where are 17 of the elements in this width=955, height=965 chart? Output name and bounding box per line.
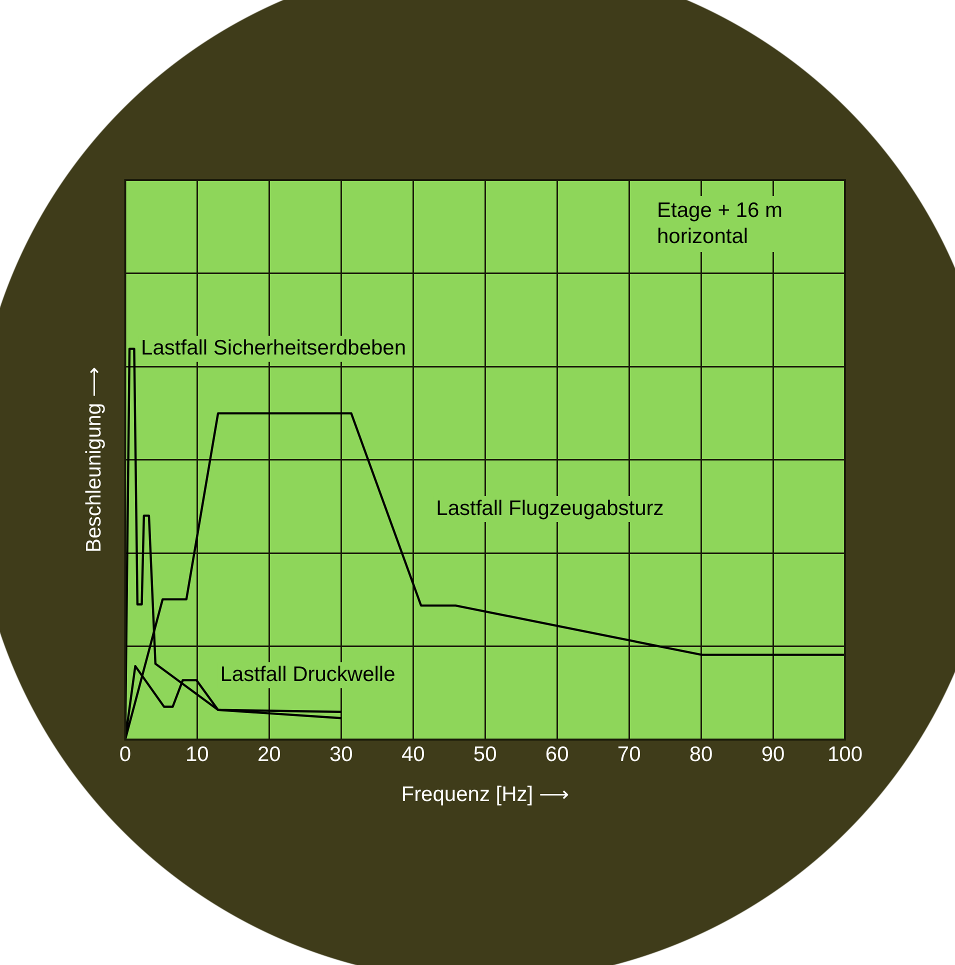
text: Lastfall Flugzeugabsturz [436,496,664,520]
x-tick-label: 100 [827,742,863,766]
text: Etage + 16 m horizontal [654,196,810,252]
x-tick-label: 50 [473,742,497,766]
x-tick-label: 0 [119,742,132,766]
x-tick-label: 90 [761,742,785,766]
x-tick-label: 80 [689,742,713,766]
y-axis-title: Beschleunigung ⟶ [82,367,106,552]
x-tick-label: 30 [329,742,353,766]
x-tick-label: 40 [401,742,425,766]
x-tick-label: 60 [545,742,569,766]
x-tick-label: 70 [617,742,641,766]
x-tick-label: 20 [257,742,281,766]
series-label: Lastfall Druckwelle [220,662,396,686]
series-label: Lastfall Sicherheitserdbeben [141,336,406,360]
x-axis-title: Frequenz [Hz] ⟶ [401,783,569,806]
x-tick-label: 10 [186,742,209,766]
